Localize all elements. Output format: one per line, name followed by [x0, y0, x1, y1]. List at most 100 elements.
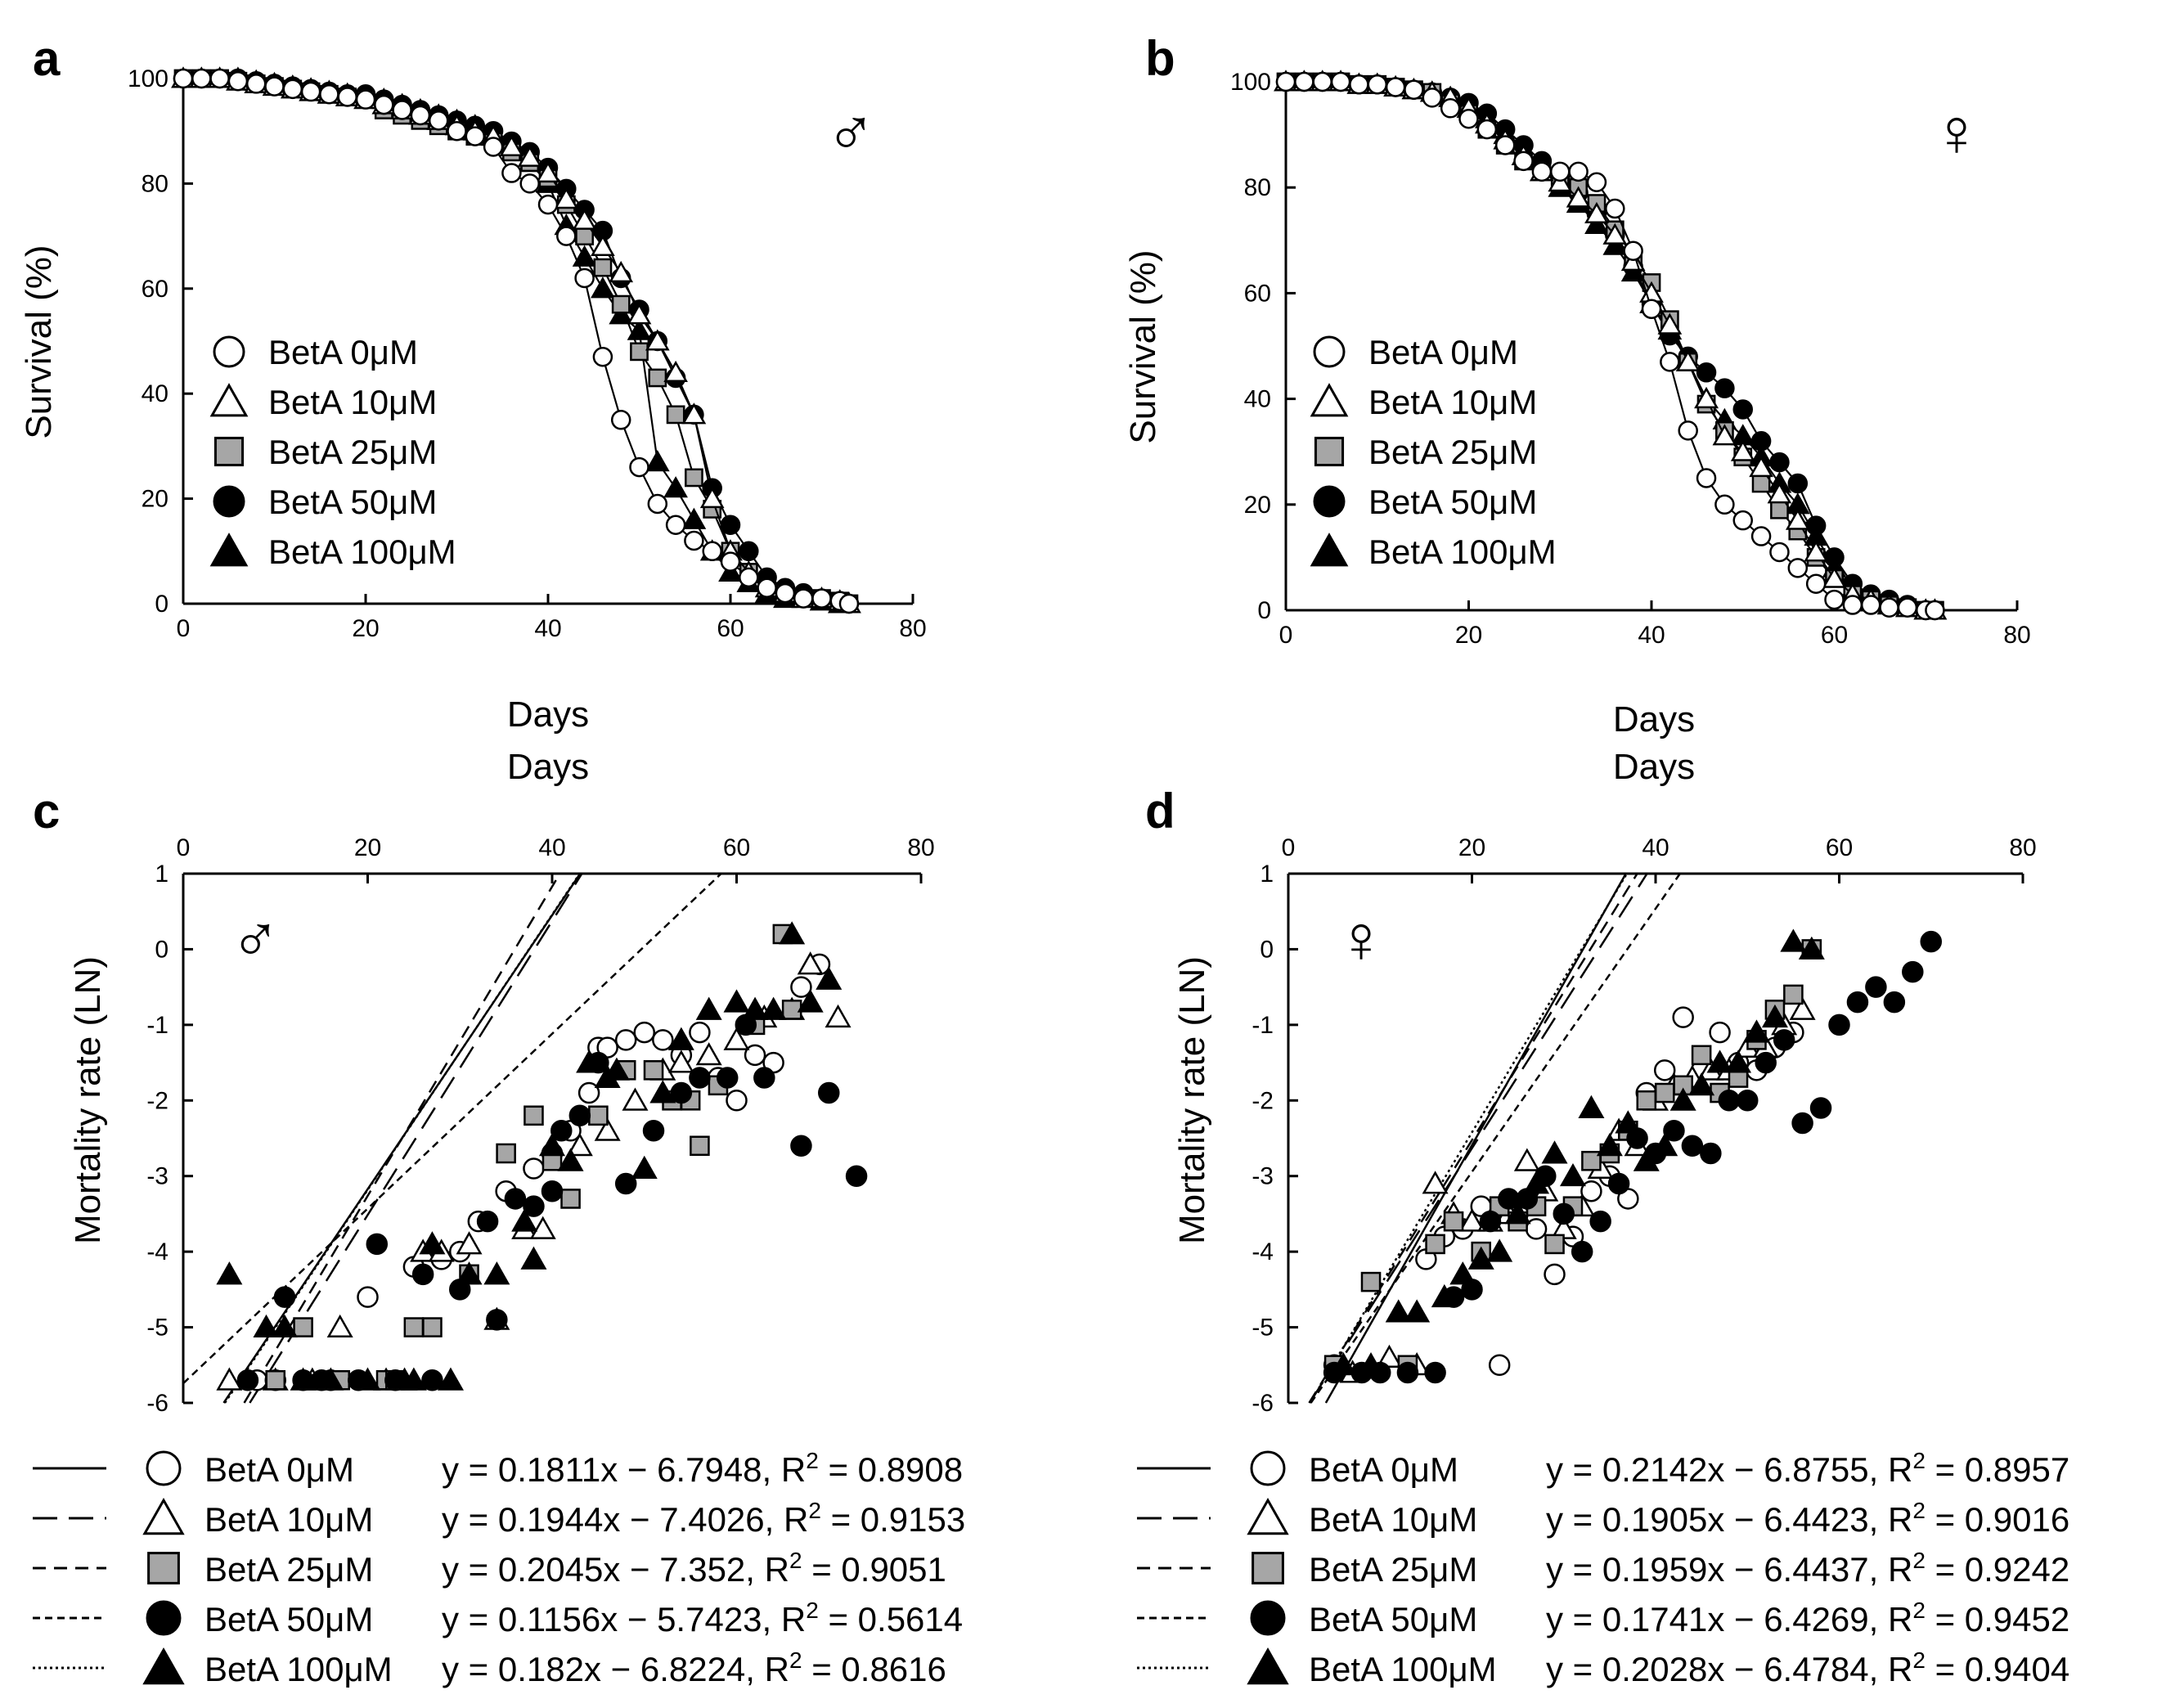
data-point — [1897, 597, 1918, 618]
data-point — [1385, 77, 1406, 97]
legend-equation: y = 0.2142x − 6.8755, R2 = 0.8957 — [1546, 1448, 2069, 1489]
y-axis-title-d: Mortality rate (LN) — [1172, 956, 1212, 1244]
data-point — [1769, 452, 1790, 473]
legend-equation: y = 0.1811x − 6.7948, R2 = 0.8908 — [442, 1448, 963, 1489]
legend-label: BetA 25μM — [268, 433, 437, 471]
data-point — [1636, 1090, 1657, 1111]
data-point — [699, 486, 725, 509]
data-point — [1494, 135, 1516, 155]
data-point — [354, 1367, 381, 1391]
data-point — [536, 160, 560, 183]
data-point — [1479, 1210, 1502, 1233]
fit-lines-c — [182, 873, 722, 1404]
data-point — [1312, 71, 1332, 92]
data-point — [419, 1231, 446, 1255]
data-point — [681, 507, 707, 529]
data-point — [1691, 1045, 1712, 1066]
data-point — [1275, 71, 1296, 92]
data-point — [663, 360, 688, 383]
data-point — [1822, 566, 1847, 588]
data-point — [1879, 597, 1899, 618]
data-point — [520, 1246, 547, 1270]
fit-line — [1310, 873, 1681, 1404]
data-point — [793, 588, 814, 609]
data-point — [1330, 71, 1351, 92]
data-point — [1883, 991, 1906, 1014]
data-point — [723, 1027, 750, 1050]
data-point — [1571, 1240, 1593, 1263]
data-point — [456, 1261, 483, 1285]
legend-label: BetA 50μM — [204, 1600, 373, 1638]
data-point — [421, 1369, 443, 1391]
data-point — [739, 567, 759, 588]
data-point — [1700, 1142, 1722, 1165]
female-symbol: ♀ — [1931, 96, 1982, 170]
legend-marker — [1250, 1600, 1286, 1636]
y-tick-label: 80 — [142, 170, 169, 197]
data-point — [273, 1286, 296, 1308]
data-point — [1531, 161, 1553, 182]
x-tick-label: 40 — [534, 615, 561, 642]
x-tick-label: 40 — [538, 834, 565, 861]
data-point — [1602, 222, 1628, 245]
legend-equation: y = 0.1905x − 6.4423, R2 = 0.9016 — [1546, 1498, 2069, 1539]
data-point — [695, 1042, 722, 1066]
data-point — [667, 1050, 694, 1073]
data-point — [1623, 240, 1643, 261]
data-point — [1544, 1234, 1565, 1255]
data-point — [757, 578, 777, 598]
data-point — [760, 996, 787, 1020]
x-tick-label: 0 — [1282, 834, 1296, 861]
panel-a-label: a — [33, 31, 61, 86]
y-tick-label: 100 — [1230, 69, 1271, 96]
data-point — [645, 329, 670, 351]
panel-c-label: c — [33, 784, 60, 838]
data-point — [667, 1027, 694, 1050]
data-point — [1641, 299, 1662, 320]
data-point — [1580, 1180, 1602, 1202]
data-point — [685, 468, 703, 488]
x-tick-label: 0 — [177, 615, 191, 642]
x-axis-title-d: Days — [1613, 747, 1695, 787]
data-point — [1653, 1059, 1676, 1081]
series-d — [1323, 928, 1942, 1384]
y-tick-label: 80 — [1244, 174, 1271, 201]
fit-line — [243, 873, 561, 1404]
data-point — [1476, 119, 1498, 140]
data-point — [1330, 1352, 1357, 1376]
data-point — [1404, 1299, 1431, 1323]
legend-marker — [1252, 1552, 1284, 1584]
data-point — [1523, 1171, 1550, 1194]
legend-equation: y = 0.1944x − 7.4026, R2 = 0.9153 — [442, 1498, 965, 1539]
fit-line — [249, 873, 583, 1404]
data-point — [1678, 420, 1698, 441]
data-point — [575, 227, 594, 245]
x-tick-label: 80 — [899, 615, 926, 642]
data-point — [1663, 1120, 1685, 1142]
legend-label: BetA 0μM — [1368, 333, 1518, 371]
y-tick-label: 0 — [1260, 936, 1274, 963]
data-point — [1706, 1050, 1733, 1073]
y-axis-title-a: Survival (%) — [19, 245, 59, 438]
data-point — [643, 1060, 664, 1081]
data-point — [1586, 172, 1607, 192]
data-point — [781, 1000, 802, 1020]
y-tick-label: 100 — [128, 65, 169, 92]
y-tick-label: 60 — [1244, 280, 1271, 307]
y-tick-label: 40 — [142, 380, 169, 407]
data-point — [317, 1367, 344, 1391]
data-point — [1504, 1201, 1531, 1225]
x-axis-title-c: Days — [507, 747, 589, 787]
y-tick-label: -2 — [1252, 1087, 1274, 1114]
data-point — [1749, 455, 1773, 478]
data-point — [609, 260, 634, 283]
data-point — [775, 582, 796, 604]
data-point — [1761, 1004, 1788, 1028]
legend-label: BetA 10μM — [268, 383, 437, 421]
male-symbol: ♂ — [825, 96, 876, 170]
data-point — [742, 996, 769, 1020]
data-point — [1513, 151, 1534, 172]
data-point — [1578, 1094, 1605, 1118]
data-point — [560, 1189, 581, 1209]
legend-marker — [1247, 1647, 1289, 1685]
